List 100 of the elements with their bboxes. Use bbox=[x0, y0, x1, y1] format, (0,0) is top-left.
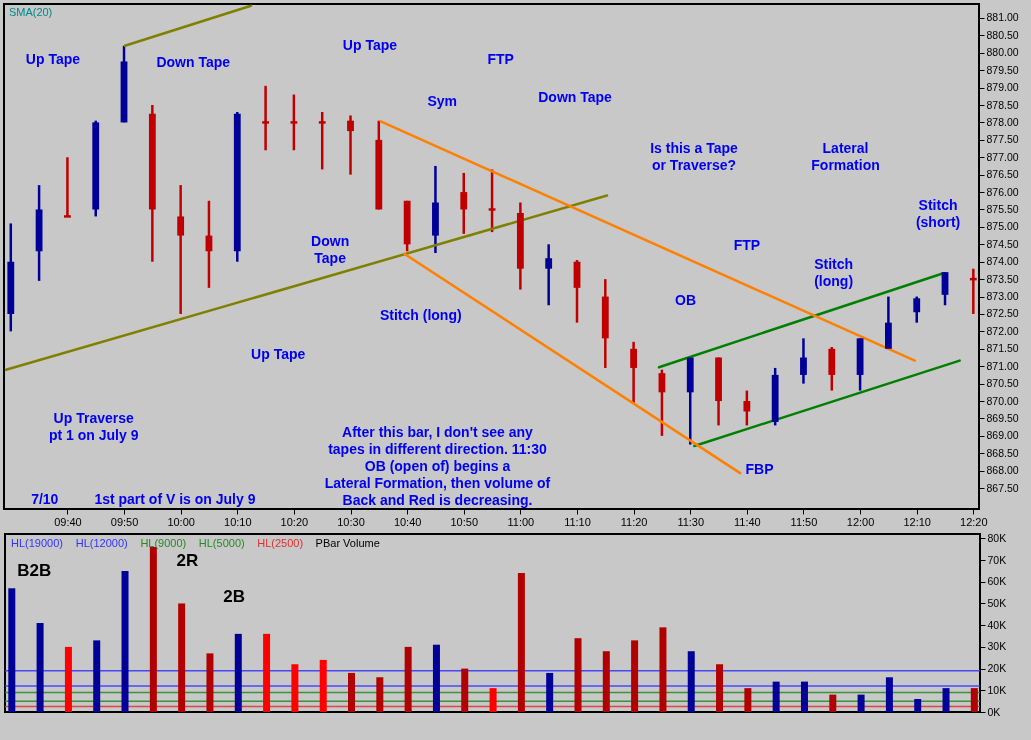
bar bbox=[348, 672, 356, 712]
y-tick-label: 0K bbox=[987, 705, 1001, 718]
bar bbox=[319, 659, 327, 712]
bar bbox=[489, 688, 497, 712]
y-tick-label: 869.00 bbox=[986, 429, 1019, 442]
bar bbox=[546, 672, 554, 712]
annotation: 2B bbox=[223, 587, 245, 607]
bar bbox=[517, 573, 525, 712]
y-tick-label: 879.00 bbox=[986, 81, 1019, 94]
bar bbox=[8, 588, 16, 712]
y-tick-label: 877.00 bbox=[986, 150, 1019, 163]
chart-title: PBar Volume bbox=[315, 537, 380, 549]
annotation: Stitch (long) bbox=[379, 307, 462, 324]
x-tick-label: 11:30 bbox=[677, 515, 705, 528]
y-tick-label: 875.00 bbox=[986, 220, 1019, 233]
x-tick-label: 10:40 bbox=[393, 515, 422, 528]
x-tick-label: 11:00 bbox=[507, 515, 535, 528]
y-tick-label: 877.50 bbox=[986, 133, 1019, 146]
bar bbox=[800, 681, 808, 712]
annotation: FBP bbox=[745, 461, 774, 478]
bar bbox=[631, 640, 639, 712]
annotation: After this bar, I don't see any tapes in different direction. 11:30 OB (open of) begins a Lateral Formation, then volume of Back and Red is decreasing. bbox=[324, 423, 551, 508]
y-tick-label: 50K bbox=[987, 596, 1007, 609]
bar bbox=[829, 694, 837, 712]
annotation: 2R bbox=[176, 551, 199, 571]
bar bbox=[432, 644, 440, 712]
annotation: B2B bbox=[17, 560, 52, 580]
ref-line-label: HL(19000) bbox=[11, 537, 63, 549]
bar bbox=[574, 638, 582, 712]
y-tick-label: 872.00 bbox=[986, 324, 1019, 337]
bar bbox=[263, 633, 271, 712]
y-tick-label: 876.00 bbox=[986, 185, 1019, 198]
y-tick-label: 874.00 bbox=[986, 255, 1019, 268]
y-tick-label: 876.50 bbox=[986, 168, 1019, 181]
annotation: OB bbox=[675, 292, 697, 309]
candlestick bbox=[460, 171, 468, 236]
annotation: FTP bbox=[487, 51, 514, 68]
y-tick-label: 871.50 bbox=[986, 342, 1019, 355]
bar bbox=[885, 677, 893, 712]
bar bbox=[659, 627, 667, 712]
y-tick-label: 40K bbox=[987, 618, 1007, 631]
candlestick bbox=[289, 93, 299, 152]
annotation: FTP bbox=[733, 236, 761, 253]
ref-line-label: HL(2500) bbox=[257, 537, 304, 549]
annotation: Stitch (long) bbox=[814, 255, 854, 289]
x-tick-label: 09:50 bbox=[110, 515, 139, 528]
annotation: 7/10 bbox=[31, 491, 59, 508]
ref-line-label: HL(5000) bbox=[198, 537, 245, 549]
y-tick-label: 872.50 bbox=[986, 307, 1019, 320]
y-tick-label: 879.50 bbox=[986, 63, 1019, 76]
bar bbox=[772, 681, 780, 712]
x-tick-label: 10:10 bbox=[224, 515, 252, 528]
bar bbox=[914, 698, 922, 712]
y-tick-label: 70K bbox=[987, 553, 1007, 566]
x-tick-label: 10:20 bbox=[280, 515, 309, 528]
annotation: Down Tape bbox=[538, 88, 613, 105]
y-tick-label: 875.50 bbox=[986, 202, 1019, 215]
annotation: Sym bbox=[427, 92, 458, 109]
annotation: Is this a Tape or Traverse? bbox=[650, 140, 739, 174]
x-tick-label: 11:10 bbox=[564, 515, 591, 528]
y-tick-label: 60K bbox=[987, 575, 1007, 588]
annotation: Up Traverse pt 1 on July 9 bbox=[48, 409, 139, 443]
bar bbox=[36, 623, 44, 712]
candlestick bbox=[347, 114, 354, 176]
y-tick-label: 80K bbox=[987, 531, 1007, 544]
y-tick-label: 874.50 bbox=[986, 237, 1019, 250]
bar bbox=[93, 640, 101, 712]
bar bbox=[64, 646, 72, 712]
bar bbox=[234, 633, 242, 712]
candlestick bbox=[630, 340, 638, 405]
bar bbox=[687, 651, 695, 712]
x-tick-label: 12:10 bbox=[903, 515, 931, 528]
bar bbox=[376, 677, 384, 712]
bar bbox=[942, 688, 950, 712]
x-tick-label: 10:50 bbox=[450, 515, 479, 528]
y-tick-label: 880.00 bbox=[986, 46, 1019, 59]
bar bbox=[206, 653, 214, 712]
annotation: Up Tape bbox=[342, 37, 398, 54]
bar bbox=[857, 694, 865, 712]
bar bbox=[970, 688, 978, 712]
y-tick-label: 878.50 bbox=[986, 98, 1019, 111]
bar bbox=[178, 603, 186, 712]
bar bbox=[461, 668, 469, 712]
y-tick-label: 871.00 bbox=[986, 359, 1019, 372]
x-tick-label: 12:00 bbox=[846, 515, 875, 528]
y-tick-label: 20K bbox=[987, 662, 1007, 675]
y-tick-label: 10K bbox=[987, 683, 1007, 696]
candlestick bbox=[545, 243, 553, 307]
annotation: Stitch (short) bbox=[915, 197, 961, 230]
y-tick-label: 873.00 bbox=[986, 290, 1019, 303]
annotation: SMA(20) bbox=[8, 5, 53, 18]
annotation: Down Tape bbox=[156, 53, 231, 70]
y-tick-label: 881.00 bbox=[986, 11, 1019, 24]
candlestick bbox=[177, 183, 185, 316]
x-tick-label: 10:30 bbox=[337, 515, 365, 528]
y-tick-label: 869.50 bbox=[986, 411, 1019, 424]
bar bbox=[716, 664, 724, 712]
ref-line-label: HL(9000) bbox=[140, 537, 187, 549]
annotation: Up Tape bbox=[25, 51, 81, 68]
candlestick bbox=[317, 110, 327, 171]
